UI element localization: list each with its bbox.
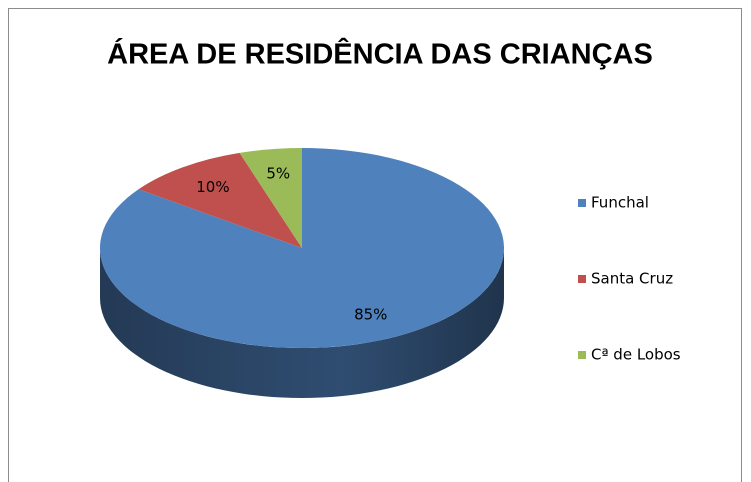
data-label: 10% — [196, 178, 229, 196]
legend-label: Santa Cruz — [591, 270, 673, 288]
data-label: 5% — [266, 164, 290, 182]
legend-label: Cª de Lobos — [591, 346, 681, 364]
pie-side — [100, 248, 504, 398]
data-label: 85% — [354, 305, 387, 323]
chart-title: ÁREA DE RESIDÊNCIA DAS CRIANÇAS — [107, 37, 653, 71]
pie-slice — [239, 148, 302, 248]
legend-swatch — [578, 275, 586, 283]
legend-swatch — [578, 351, 586, 359]
legend-swatch — [578, 199, 586, 207]
legend-label: Funchal — [591, 194, 649, 212]
pie-slice — [138, 152, 302, 248]
